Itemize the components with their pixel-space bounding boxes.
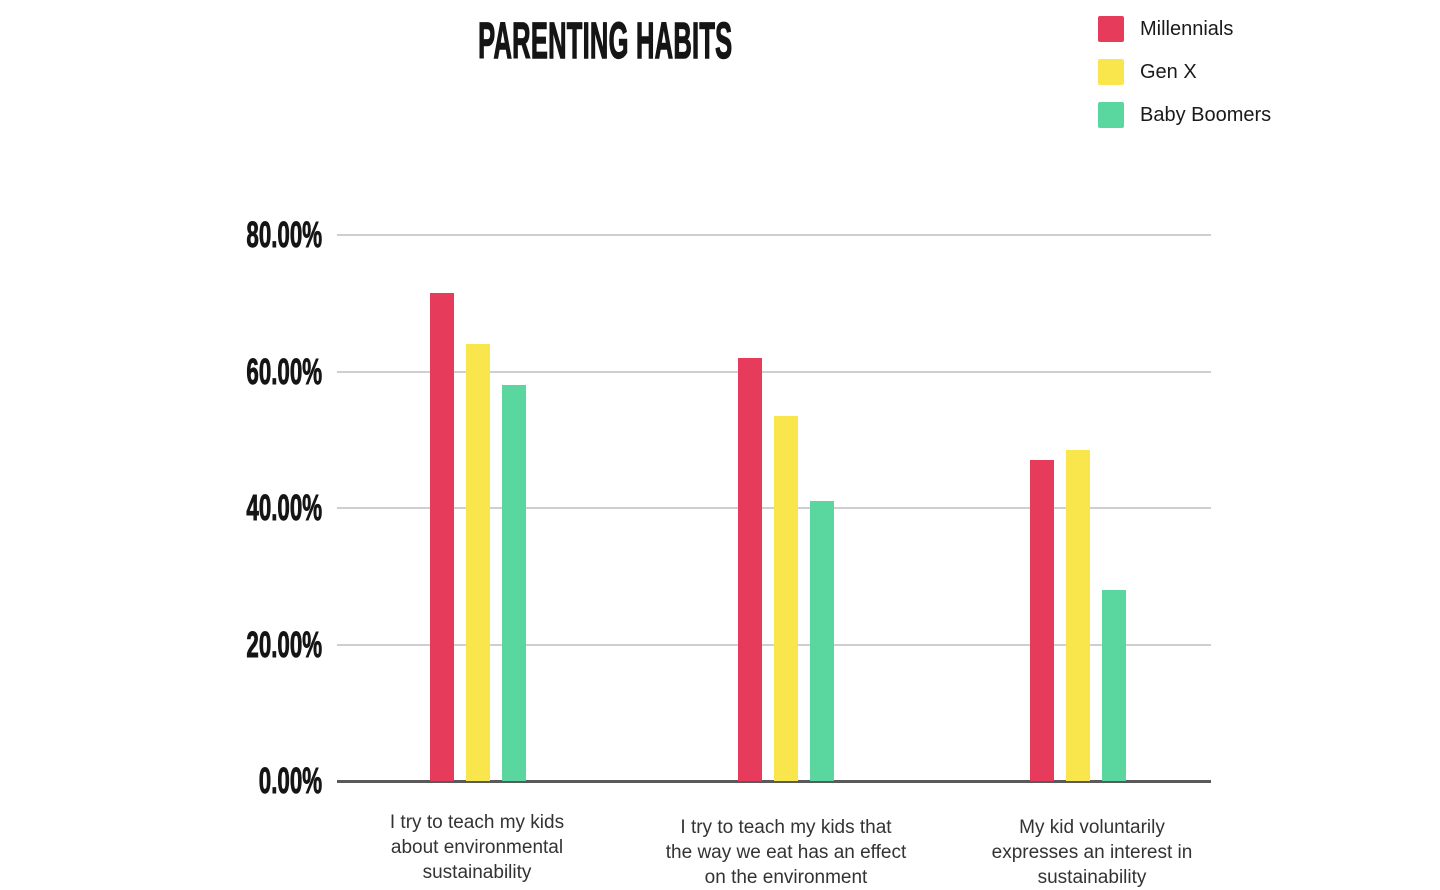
legend-swatch-icon (1098, 102, 1124, 128)
gridline-60 (337, 370, 1211, 373)
bar-gen-x-cat3 (1066, 450, 1090, 781)
bar-millennials-cat3 (1030, 460, 1054, 781)
bar-millennials-cat2 (738, 358, 762, 781)
x-category-label-3: My kid voluntarily expresses an interest… (991, 817, 1193, 888)
chart-title: PARENTING HABITS (305, 10, 905, 72)
legend-label: Millennials (1140, 17, 1234, 40)
legend-item-gen-x: Gen X (1098, 59, 1271, 85)
bar-gen-x-cat1 (466, 344, 490, 781)
y-tick-text: 60.00% (246, 350, 322, 392)
legend: Millennials Gen X Baby Boomers (1098, 16, 1271, 128)
legend-swatch-icon (1098, 16, 1124, 42)
x-axis-line (337, 780, 1211, 783)
y-tick-text: 0.00% (258, 760, 322, 801)
legend-item-baby-boomers: Baby Boomers (1098, 102, 1271, 128)
gridline-80 (337, 234, 1211, 236)
chart-title-text: PARENTING HABITS (477, 11, 733, 69)
y-tick-text: 40.00% (246, 487, 322, 528)
y-tick-label-0: 0.00% (0, 760, 322, 801)
bar-gen-x-cat2 (774, 416, 798, 781)
bar-baby-boomers-cat1 (502, 385, 526, 781)
legend-label: Baby Boomers (1140, 103, 1272, 126)
y-tick-label-40: 40.00% (0, 487, 322, 528)
y-tick-label-20: 20.00% (0, 623, 322, 665)
y-tick-label-60: 60.00% (0, 350, 322, 392)
legend-item-millennials: Millennials (1098, 16, 1271, 42)
x-category-label-2: I try to teach my kids that the way we e… (665, 817, 907, 888)
x-category-label-1: I try to teach my kids about environment… (389, 812, 565, 883)
y-tick-text: 80.00% (246, 214, 322, 255)
bar-millennials-cat1 (430, 293, 454, 781)
bar-baby-boomers-cat2 (810, 501, 834, 781)
y-tick-text: 20.00% (246, 623, 322, 665)
legend-swatch-icon (1098, 59, 1124, 85)
bar-baby-boomers-cat3 (1102, 590, 1126, 781)
y-tick-label-80: 80.00% (0, 214, 322, 255)
legend-label: Gen X (1140, 60, 1197, 83)
